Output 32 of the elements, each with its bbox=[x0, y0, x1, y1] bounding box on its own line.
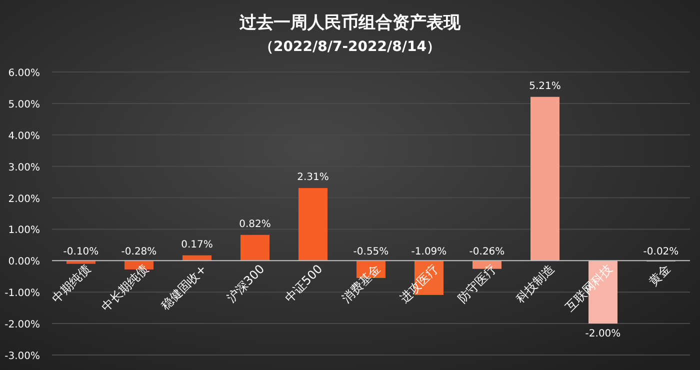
data-label: -0.55% bbox=[353, 246, 389, 258]
y-tick-label: -2.00% bbox=[4, 320, 40, 331]
x-tick-label: 科技制造 bbox=[513, 262, 558, 306]
y-tick-label: 3.00% bbox=[8, 162, 40, 174]
x-tick-label: 稳健固收+ bbox=[158, 262, 210, 313]
data-label: 2.31% bbox=[297, 172, 329, 184]
data-label: -0.10% bbox=[63, 246, 99, 258]
chart-subtitle: （2022/8/7-2022/8/14） bbox=[260, 39, 440, 55]
chart-title: 过去一周人民币组合资产表现 bbox=[238, 13, 462, 33]
y-tick-label: 6.00% bbox=[8, 68, 40, 79]
x-tick-label: 进攻医疗 bbox=[397, 262, 442, 306]
y-tick-label: 4.00% bbox=[8, 130, 40, 142]
data-label: -0.26% bbox=[469, 246, 505, 258]
x-tick-label: 互联网科技 bbox=[562, 262, 616, 314]
y-tick-label: 5.00% bbox=[8, 99, 40, 110]
data-label: 0.82% bbox=[239, 218, 271, 230]
y-tick-label: -3.00% bbox=[4, 351, 40, 362]
data-label: -2.00% bbox=[585, 328, 621, 340]
x-tick-label: 防守医疗 bbox=[455, 262, 500, 306]
x-tick-label: 消费基金 bbox=[339, 262, 384, 306]
y-tick-label: 2.00% bbox=[8, 194, 40, 205]
data-label: -0.02% bbox=[643, 246, 679, 258]
y-tick-label: 0.00% bbox=[8, 256, 40, 268]
y-tick-label: -1.00% bbox=[4, 288, 40, 300]
data-label: -0.28% bbox=[121, 246, 157, 258]
data-label: 0.17% bbox=[181, 239, 213, 250]
x-tick-label: 中期纯债 bbox=[49, 262, 94, 306]
y-tick-label: 1.00% bbox=[8, 225, 40, 236]
data-label: -1.09% bbox=[411, 246, 447, 258]
data-label: 5.21% bbox=[529, 80, 561, 92]
x-tick-label: 中长期纯债 bbox=[98, 262, 152, 314]
x-tick-label: 黄金 bbox=[646, 262, 674, 289]
